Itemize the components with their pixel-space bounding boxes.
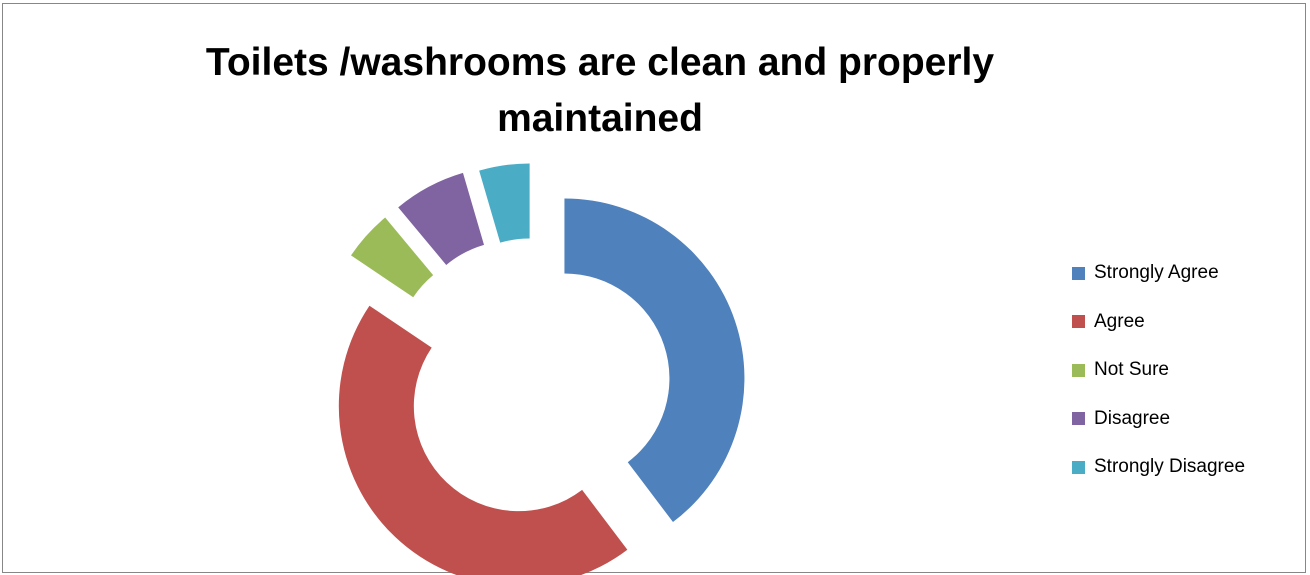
legend-swatch [1072, 460, 1085, 474]
legend-label: Strongly Agree [1094, 262, 1219, 284]
legend-swatch [1072, 412, 1085, 426]
legend-item-strongly-disagree: Strongly Disagree [1072, 443, 1302, 492]
doughnut-segment-not-sure [351, 217, 434, 298]
legend-swatch [1072, 315, 1085, 329]
doughnut-segment-strongly-agree [564, 198, 745, 523]
chart-legend: Strongly Agree Agree Not Sure Disagree S… [1072, 249, 1302, 492]
chart-title: Toilets /washrooms are clean and properl… [205, 41, 995, 140]
legend-item-strongly-agree: Strongly Agree [1072, 249, 1302, 298]
doughnut-segment-disagree [398, 172, 484, 265]
legend-swatch [1072, 266, 1085, 280]
legend-item-agree: Agree [1072, 298, 1302, 347]
legend-label: Agree [1094, 310, 1145, 332]
legend-label: Not Sure [1094, 359, 1169, 381]
doughnut-segment-agree [338, 305, 628, 575]
legend-item-not-sure: Not Sure [1072, 346, 1302, 395]
doughnut-segment-strongly-disagree [479, 163, 530, 243]
legend-swatch [1072, 363, 1085, 377]
legend-item-disagree: Disagree [1072, 395, 1302, 444]
legend-label: Strongly Disagree [1094, 456, 1246, 478]
legend-label: Disagree [1094, 407, 1171, 429]
